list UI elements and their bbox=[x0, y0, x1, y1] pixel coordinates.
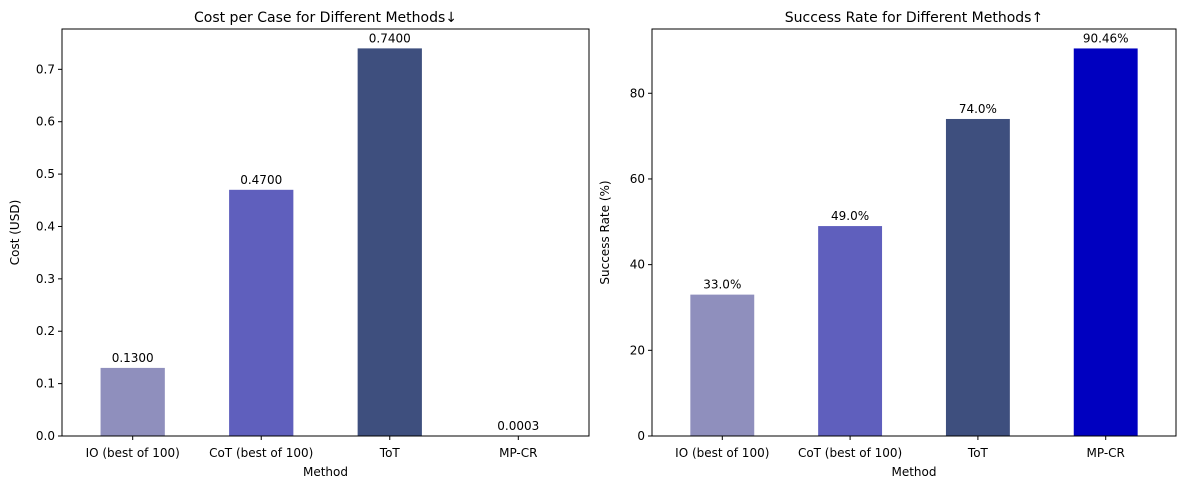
y-tick-label: 0.2 bbox=[36, 324, 55, 338]
y-axis-label: Success Rate (%) bbox=[598, 180, 612, 284]
y-tick-label: 0.3 bbox=[36, 272, 55, 286]
bar-2 bbox=[945, 118, 1010, 437]
bar-0 bbox=[100, 367, 165, 436]
bar-1 bbox=[818, 226, 883, 436]
chart-title: Success Rate for Different Methods↑ bbox=[785, 10, 1043, 26]
y-tick-label: 80 bbox=[630, 86, 645, 100]
success-rate-chart: 0 20 40 60 80 IO (best of 100) CoT (best of 10… bbox=[598, 10, 1177, 479]
x-tick-label: IO (best of 100) bbox=[675, 446, 769, 460]
x-axis-label: Method bbox=[303, 465, 348, 479]
data-label: 49.0% bbox=[831, 209, 869, 223]
x-tick-label: CoT (best of 100) bbox=[798, 446, 902, 460]
y-tick-label: 0.7 bbox=[36, 62, 55, 76]
y-tick-label: 0.1 bbox=[36, 377, 55, 391]
data-label: 33.0% bbox=[703, 278, 741, 292]
bar-0 bbox=[690, 294, 755, 436]
x-tick-label: CoT (best of 100) bbox=[209, 446, 313, 460]
data-label: 0.1300 bbox=[112, 351, 154, 365]
y-tick-label: 20 bbox=[630, 343, 645, 357]
data-label: 90.46% bbox=[1083, 31, 1129, 45]
data-label: 0.0003 bbox=[497, 419, 539, 433]
y-tick-label: 0.6 bbox=[36, 115, 55, 129]
x-tick-label: MP-CR bbox=[499, 446, 537, 460]
y-tick-label: 0 bbox=[637, 429, 645, 443]
x-axis-label: Method bbox=[891, 465, 936, 479]
y-tick-label: 0.4 bbox=[36, 219, 55, 233]
x-tick-label: IO (best of 100) bbox=[86, 446, 180, 460]
bar-2 bbox=[357, 48, 422, 436]
data-label: 0.4700 bbox=[240, 173, 282, 187]
y-tick-label: 60 bbox=[630, 172, 645, 186]
chart-title: Cost per Case for Different Methods↓ bbox=[194, 10, 457, 26]
y-tick-label: 40 bbox=[630, 258, 645, 272]
y-tick-label: 0.5 bbox=[36, 167, 55, 181]
x-tick-label: ToT bbox=[967, 446, 989, 460]
data-label: 74.0% bbox=[959, 102, 997, 116]
bar-3 bbox=[1073, 48, 1138, 436]
plot-frame bbox=[61, 28, 590, 437]
y-tick-label: 0.0 bbox=[36, 429, 55, 443]
bar-1 bbox=[229, 189, 294, 436]
x-tick-label: ToT bbox=[379, 446, 401, 460]
x-tick-label: MP-CR bbox=[1087, 446, 1125, 460]
cost-chart: 0.0 0.1 0.2 0.3 0.4 0.5 0.6 0.7 IO (best of 100)… bbox=[8, 10, 590, 479]
y-axis-label: Cost (USD) bbox=[8, 200, 22, 266]
plot-frame bbox=[651, 28, 1177, 437]
data-label: 0.7400 bbox=[369, 31, 411, 45]
